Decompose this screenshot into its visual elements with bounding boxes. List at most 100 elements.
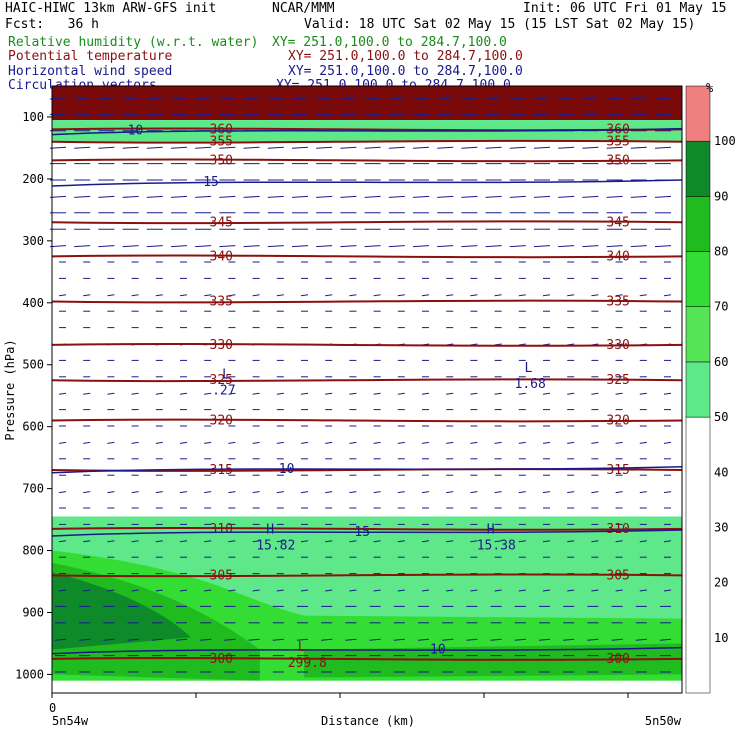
wind-vector bbox=[421, 441, 430, 444]
wind-vector bbox=[83, 441, 91, 444]
wind-vector bbox=[252, 491, 260, 494]
wind-vector bbox=[470, 491, 478, 494]
wind-vector bbox=[291, 97, 309, 100]
theta-label: 315 bbox=[606, 463, 629, 478]
wind-vector bbox=[107, 540, 115, 543]
wind-vector bbox=[558, 146, 575, 149]
wind-vector bbox=[364, 245, 381, 248]
wind-vector bbox=[122, 195, 139, 198]
wind-vector bbox=[591, 392, 599, 395]
wind-vector bbox=[98, 195, 115, 198]
wind-vector bbox=[179, 540, 188, 543]
colorbar-bin bbox=[685, 361, 711, 418]
wind-vector bbox=[417, 638, 430, 641]
wind-vector bbox=[228, 540, 236, 543]
wind-vector bbox=[316, 195, 333, 198]
wind-vector bbox=[567, 294, 575, 297]
wind-vector bbox=[461, 195, 478, 198]
wind-vector bbox=[542, 294, 551, 297]
wind-vector bbox=[127, 638, 139, 641]
wind-vector bbox=[591, 540, 599, 543]
wind-vector bbox=[98, 146, 115, 149]
wind-vector bbox=[470, 441, 478, 444]
wind-vector bbox=[630, 245, 647, 248]
wind-vector bbox=[542, 441, 551, 444]
wind-vector bbox=[349, 441, 357, 444]
wind-vector bbox=[349, 294, 357, 297]
wind-vector bbox=[276, 392, 284, 395]
wind-vector bbox=[58, 491, 67, 494]
colorbar-tick-label: 90 bbox=[714, 189, 728, 203]
wind-vector bbox=[325, 589, 333, 592]
wind-vector bbox=[470, 294, 478, 297]
wind-vector bbox=[373, 589, 381, 592]
theta-contour bbox=[51, 573, 683, 578]
wind-vector bbox=[146, 97, 163, 100]
wind-vector bbox=[437, 97, 454, 100]
colorbar-bin bbox=[685, 306, 711, 363]
wind-vector bbox=[412, 146, 430, 149]
x-zero-label: 0 bbox=[49, 701, 56, 715]
wind-vector bbox=[122, 146, 139, 149]
wind-vector bbox=[316, 97, 333, 100]
y-tick-label: 900 bbox=[22, 605, 44, 619]
y-axis-label: Pressure (hPa) bbox=[3, 339, 17, 440]
wind-vector bbox=[663, 589, 672, 592]
wind-vector bbox=[421, 589, 430, 592]
wind-vector bbox=[421, 392, 430, 395]
wind-vector bbox=[243, 97, 260, 100]
wind-vector bbox=[437, 195, 454, 198]
wind-vector bbox=[340, 245, 357, 248]
theta-contour bbox=[51, 657, 683, 661]
theta-label: 325 bbox=[210, 373, 233, 388]
wind-vector bbox=[542, 392, 551, 395]
wind-vector bbox=[611, 638, 623, 641]
colorbar-unit: % bbox=[706, 81, 714, 95]
wind-vector bbox=[663, 540, 672, 543]
wind-vector bbox=[659, 638, 672, 641]
wind-vector bbox=[131, 294, 139, 297]
wind-vector bbox=[195, 97, 212, 100]
wind-vector bbox=[446, 392, 454, 395]
wind-vector bbox=[276, 540, 284, 543]
wind-vector bbox=[170, 195, 188, 198]
wind-vector bbox=[79, 638, 91, 641]
wind-vector bbox=[228, 392, 236, 395]
theta-label: 305 bbox=[606, 568, 629, 583]
wind-vector bbox=[412, 195, 430, 198]
wind-vector bbox=[107, 441, 115, 444]
wind-vector bbox=[567, 589, 575, 592]
wind-vector bbox=[639, 294, 647, 297]
theta-label: 310 bbox=[210, 522, 233, 537]
wind-vector bbox=[542, 589, 551, 592]
wind-label: 10 bbox=[279, 462, 295, 477]
wind-vector bbox=[146, 195, 163, 198]
theta-label: 355 bbox=[210, 135, 233, 150]
field-xy-wind: XY= 251.0,100.0 to 284.7,100.0 bbox=[288, 64, 523, 79]
wind-vector bbox=[393, 638, 405, 641]
wind-vector bbox=[563, 638, 575, 641]
wind-vector bbox=[195, 245, 212, 248]
wind-vector bbox=[388, 146, 405, 149]
wind-vector bbox=[204, 589, 212, 592]
wind-vector bbox=[630, 195, 647, 198]
wind-contour bbox=[51, 466, 683, 474]
wind-vector bbox=[325, 441, 333, 444]
y-tick-label: 100 bbox=[22, 110, 44, 124]
wind-vector bbox=[58, 392, 67, 395]
wind-vector bbox=[300, 392, 309, 395]
plot-frame bbox=[51, 85, 683, 694]
wind-vector bbox=[470, 540, 478, 543]
wind-vector bbox=[204, 392, 212, 395]
wind-vector bbox=[654, 195, 672, 198]
wind-vector bbox=[340, 195, 357, 198]
theta-label: 350 bbox=[210, 153, 233, 168]
wind-label: 10 bbox=[430, 643, 446, 658]
wind-vector bbox=[485, 146, 502, 149]
wind-vector bbox=[349, 540, 357, 543]
wind-vector bbox=[74, 195, 91, 198]
wind-vector bbox=[635, 638, 647, 641]
theta-contour bbox=[51, 139, 683, 144]
field-name-rh: Relative humidity (w.r.t. water) bbox=[8, 35, 259, 50]
wind-vector bbox=[461, 97, 478, 100]
